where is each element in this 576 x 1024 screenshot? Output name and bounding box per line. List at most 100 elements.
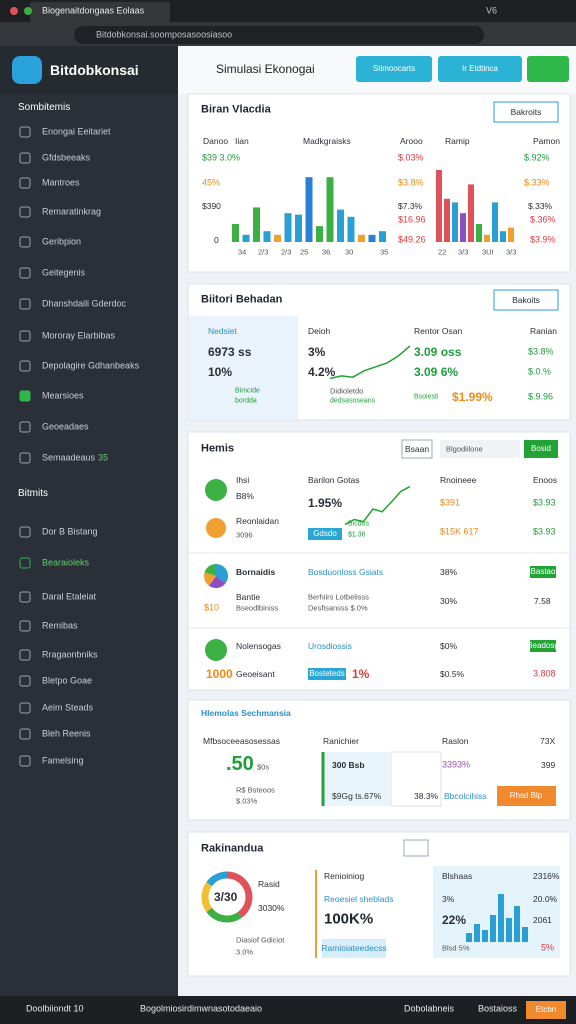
- text[interactable]: Famelsing: [42, 755, 84, 766]
- button[interactable]: [524, 440, 558, 458]
- text: 3%: [442, 893, 455, 904]
- button[interactable]: [403, 839, 429, 857]
- button[interactable]: [530, 566, 556, 578]
- text: Bseodlbiniss: [236, 603, 279, 613]
- button[interactable]: [526, 1001, 566, 1019]
- text: 3.808: [533, 668, 556, 679]
- text: Enoos: [533, 474, 558, 485]
- text[interactable]: Gfdsbeeaks: [42, 152, 91, 163]
- text[interactable]: Geribpion: [42, 236, 82, 247]
- tab[interactable]: [30, 2, 170, 22]
- text: Bornaidis: [236, 566, 276, 577]
- button[interactable]: [438, 56, 522, 82]
- text[interactable]: Bakoits: [512, 294, 540, 305]
- button[interactable]: [308, 668, 346, 680]
- dot: [24, 7, 32, 15]
- text[interactable]: Ramioiateedecss: [321, 942, 387, 953]
- button[interactable]: [356, 56, 432, 82]
- bar: [242, 234, 250, 242]
- bar: [452, 202, 458, 242]
- text[interactable]: Mororay Elarbibas: [42, 330, 116, 341]
- button[interactable]: [322, 939, 386, 958]
- text: 3/30: [214, 890, 238, 904]
- bar: [305, 177, 313, 242]
- text: 38%: [440, 566, 458, 577]
- text[interactable]: Geitegenis: [42, 267, 86, 278]
- text[interactable]: Blgodiilone: [446, 444, 483, 454]
- url-box[interactable]: [74, 26, 484, 44]
- text[interactable]: Geoeadaes: [42, 421, 89, 432]
- text: 38.3%: [414, 790, 439, 801]
- icon: [19, 298, 31, 310]
- text[interactable]: Bakroits: [510, 106, 542, 117]
- text: Ranian: [530, 325, 557, 336]
- text: Mfbsoceeasosessas: [203, 735, 281, 746]
- text[interactable]: Bosid: [530, 444, 552, 453]
- icon: [19, 620, 31, 632]
- text[interactable]: Stimoocarts: [372, 64, 416, 73]
- text: 1000: [206, 667, 233, 681]
- text[interactable]: Bleh Reenis: [42, 728, 91, 739]
- donut-slice: [206, 907, 242, 923]
- text[interactable]: Depolagire Gdhanbeaks: [42, 360, 140, 371]
- button[interactable]: [493, 101, 559, 123]
- text: Bicdos: [348, 520, 370, 528]
- bar: [490, 915, 496, 942]
- button[interactable]: [530, 640, 556, 652]
- text[interactable]: Bletpo Goae: [42, 675, 93, 686]
- text: Rnoineee: [440, 474, 477, 485]
- search[interactable]: [440, 440, 520, 458]
- text: $3.9%: [530, 234, 556, 245]
- text[interactable]: Ir Etdtinca: [461, 64, 499, 73]
- button[interactable]: [497, 786, 556, 806]
- text: $9Gg ts.67%: [332, 790, 382, 801]
- text[interactable]: Bosteteds: [309, 669, 345, 678]
- text[interactable]: Enongai Eeitariet: [42, 126, 111, 137]
- text: $3.93: [533, 526, 556, 537]
- text[interactable]: Gdsdo: [313, 529, 337, 538]
- text: 1%: [352, 667, 370, 681]
- input[interactable]: [401, 439, 433, 459]
- bar: [444, 198, 450, 242]
- text[interactable]: Remibas: [42, 620, 78, 631]
- bar: [295, 214, 302, 242]
- text: Dobolabneis: [404, 1003, 455, 1014]
- text[interactable]: Rhsd Blp: [509, 791, 543, 800]
- text[interactable]: Mantroes: [42, 177, 80, 188]
- footer: [0, 996, 576, 1024]
- icon: [19, 649, 31, 661]
- text[interactable]: Bastao: [530, 567, 556, 576]
- text[interactable]: Beadosg: [527, 641, 559, 650]
- bar: [337, 209, 344, 242]
- avatar-button[interactable]: [527, 56, 569, 82]
- dot: [10, 7, 18, 15]
- text[interactable]: Rragaonbniks: [42, 649, 98, 660]
- text: Deioh: [308, 325, 331, 336]
- text[interactable]: Dor B Bistang: [42, 526, 98, 537]
- text: Bsoiesti: [414, 393, 439, 401]
- icon: [19, 675, 31, 687]
- text[interactable]: Daral Etaleiat: [42, 591, 97, 602]
- button[interactable]: [308, 528, 342, 540]
- text[interactable]: Bearaioleks: [42, 557, 90, 568]
- text[interactable]: Semaadeaus: [42, 452, 96, 463]
- text[interactable]: Aeim Steads: [42, 702, 94, 713]
- text[interactable]: Remaratinkrag: [42, 206, 102, 217]
- text[interactable]: Dhanshdaili Gderdoc: [42, 298, 127, 309]
- button[interactable]: [493, 289, 559, 311]
- text: $0s: [257, 762, 270, 772]
- text: $3.8%: [528, 346, 554, 357]
- text: 3393%: [442, 759, 471, 770]
- bar: [476, 224, 482, 242]
- text[interactable]: Bsaan: [404, 443, 430, 454]
- text[interactable]: Mearsioes: [42, 390, 84, 401]
- text: Bbcolcihiss: [444, 790, 487, 801]
- text: Bimcide: [235, 387, 260, 395]
- text: Ihsi: [236, 474, 250, 485]
- text: Biitori Behadan: [201, 293, 283, 306]
- text: dedsasoseans: [330, 397, 376, 405]
- text[interactable]: Etcbn: [535, 1005, 557, 1014]
- bar: [284, 213, 292, 242]
- text: $.33%: [528, 200, 553, 211]
- icon: [19, 526, 31, 538]
